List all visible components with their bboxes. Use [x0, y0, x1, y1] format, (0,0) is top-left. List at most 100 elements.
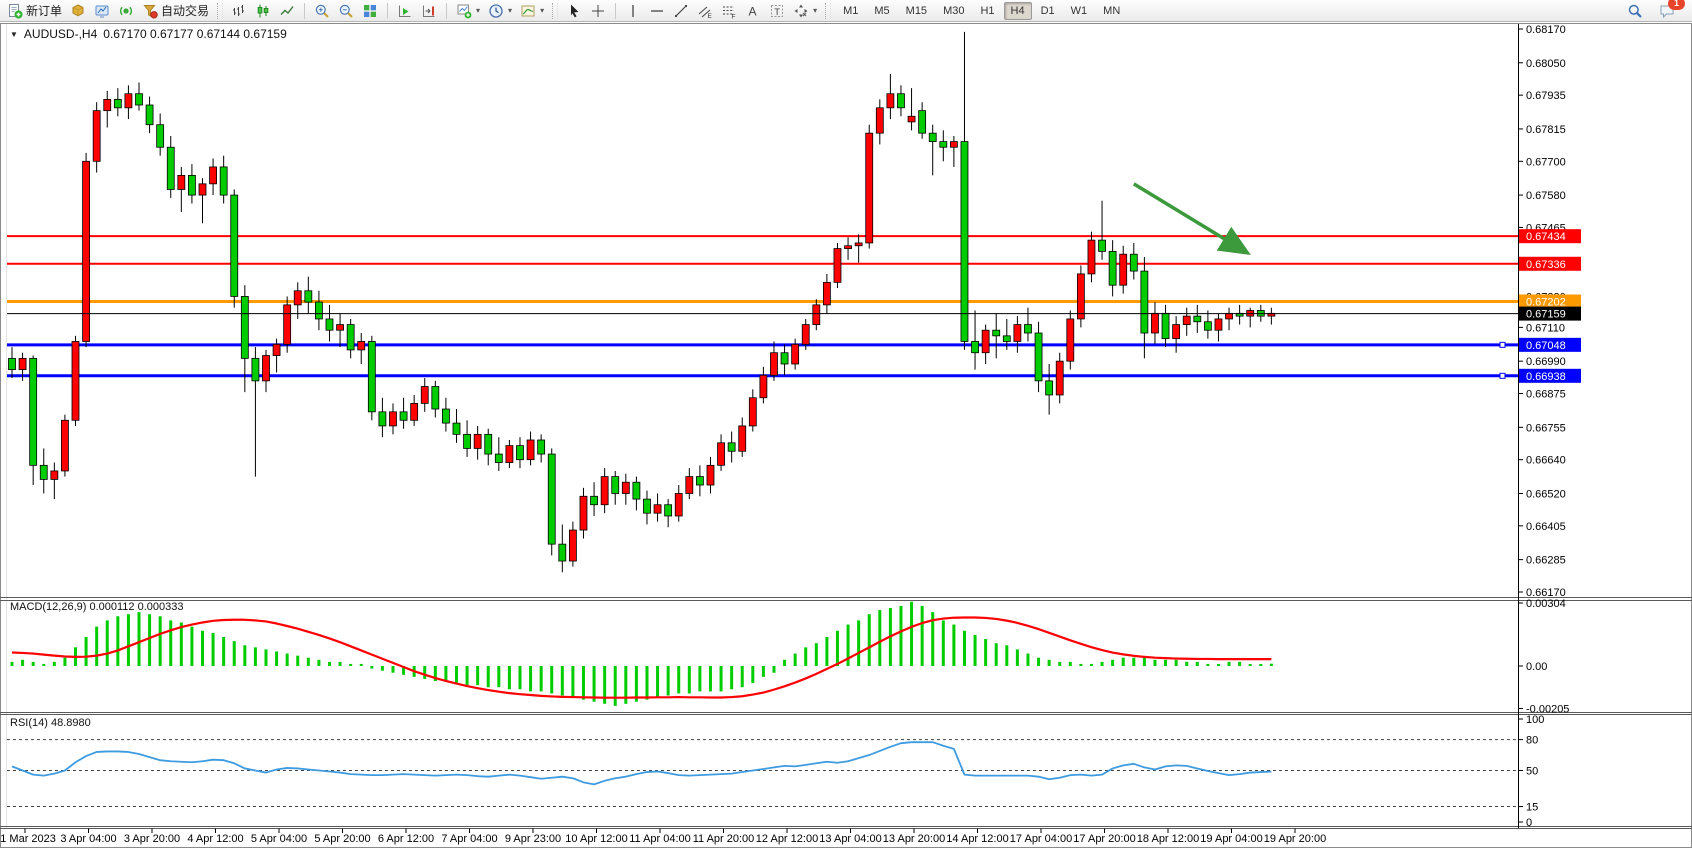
candle [1076, 273, 1085, 320]
chart-title[interactable]: ▼ AUDUSD-,H4 0.67170 0.67177 0.67144 0.6… [10, 27, 287, 41]
candle [822, 281, 831, 306]
fibonacci-button[interactable] [718, 2, 740, 20]
candle [283, 304, 292, 345]
candle [643, 498, 651, 514]
candle [82, 160, 90, 342]
candle [463, 433, 471, 449]
timeframe-h1-button[interactable]: H1 [980, 4, 995, 17]
new-chart-button[interactable]: ▾ [453, 2, 483, 20]
timeframe-m30-button[interactable]: M30 [943, 4, 965, 17]
auto-trading-label: 自动交易 [161, 4, 210, 18]
candle [1182, 315, 1191, 325]
candle [547, 453, 556, 545]
chevron-down-icon: ▾ [540, 6, 545, 15]
chart-shift-button[interactable] [418, 2, 440, 20]
search-button[interactable] [1624, 2, 1646, 20]
search-icon [1627, 3, 1643, 19]
zoom-in-button[interactable] [311, 2, 333, 20]
text-icon [745, 3, 761, 19]
auto-scroll-button[interactable] [394, 2, 416, 20]
period-button[interactable]: ▾ [485, 2, 515, 20]
candle [420, 386, 429, 404]
timeframe-m15-button[interactable]: M15 [905, 4, 928, 17]
candle [272, 343, 281, 356]
tile-windows-button[interactable] [359, 2, 381, 20]
candle [664, 504, 673, 517]
candle [780, 352, 789, 365]
signal-button[interactable] [115, 2, 137, 20]
chart-window-button[interactable] [91, 2, 113, 20]
toolbar-separator [552, 2, 559, 19]
trend-arrow-annotation[interactable] [1132, 182, 1251, 256]
svg-text:100: 100 [1526, 714, 1544, 726]
crosshair-button[interactable] [587, 2, 609, 20]
signal-icon [118, 3, 134, 19]
timeframe-m5-button[interactable]: M5 [874, 4, 890, 17]
candle [738, 425, 747, 452]
profiles-button[interactable]: ▾ [517, 2, 547, 20]
timeframe-d1-button[interactable]: D1 [1040, 4, 1055, 17]
candle [1129, 253, 1138, 272]
auto-trading-funnel-icon [142, 3, 158, 19]
current-price-line: 0.67159 [7, 306, 1581, 321]
fibonacci-icon [721, 3, 737, 19]
macd-signal-line [11, 616, 1272, 699]
svg-text:12 Apr 12:00: 12 Apr 12:00 [756, 833, 818, 845]
candle [897, 93, 905, 109]
new-order-button[interactable]: 新订单 [4, 2, 65, 20]
chart-shift-icon [421, 3, 437, 19]
macd-pane[interactable]: 0.00304 0.00 -0.00205 [10, 598, 1569, 715]
arrows-button[interactable]: ▾ [790, 2, 820, 20]
candle [653, 504, 662, 514]
candle [727, 442, 736, 452]
candle [113, 98, 122, 109]
line-chart-button[interactable] [276, 2, 298, 20]
text-button[interactable] [742, 2, 764, 20]
candle [124, 93, 133, 109]
cursor-button[interactable] [563, 2, 585, 20]
zoom-out-button[interactable] [335, 2, 357, 20]
svg-text:0.67434: 0.67434 [1526, 231, 1566, 243]
toolbar-separator [446, 2, 448, 19]
candle [198, 183, 207, 196]
candle [600, 476, 609, 506]
svg-text:0.66875: 0.66875 [1526, 389, 1566, 401]
candle [29, 357, 38, 466]
new-order-label: 新订单 [26, 4, 63, 18]
candle [410, 402, 419, 421]
auto-scroll-icon [397, 3, 413, 19]
svg-text:10 Apr 12:00: 10 Apr 12:00 [565, 833, 627, 845]
candle [177, 174, 186, 190]
candle [473, 433, 482, 449]
horizontal-line-button[interactable] [646, 2, 668, 20]
auto-trading-button[interactable]: 自动交易 [139, 2, 212, 20]
candle [1108, 250, 1117, 286]
vertical-line-button[interactable] [622, 2, 644, 20]
chat-button[interactable]: 1 [1656, 0, 1685, 20]
candle [18, 357, 27, 371]
support-resistance-lines[interactable]: 0.67434 0.67336 0.67202 0.67048 0.66938 [7, 229, 1581, 383]
equidistant-channel-button[interactable] [694, 2, 716, 20]
candlestick-chart-button[interactable] [252, 2, 274, 20]
bar-chart-button[interactable] [228, 2, 250, 20]
timeframe-h4-button[interactable]: H4 [1003, 1, 1032, 20]
trendline-button[interactable] [670, 2, 692, 20]
chevron-down-icon: ▾ [813, 6, 818, 15]
candles-layer[interactable] [8, 31, 1276, 573]
timeframe-mn-button[interactable]: MN [1103, 4, 1121, 17]
line-chart-icon [279, 3, 295, 19]
timeframe-w1-button[interactable]: W1 [1070, 4, 1088, 17]
chart-quote-line: 0.67170 0.67177 0.67144 0.67159 [103, 27, 287, 41]
time-axis[interactable]: 31 Mar 2023 3 Apr 04:00 3 Apr 20:00 4 Apr 1… [0, 828, 1326, 846]
quotes-cube-button[interactable] [67, 2, 89, 20]
rsi-pane[interactable]: 100 80 50 15 0 [7, 714, 1544, 829]
svg-text:13 Apr 20:00: 13 Apr 20:00 [883, 833, 945, 845]
candle [219, 166, 228, 196]
bar-chart-icon [231, 3, 247, 19]
candle [251, 357, 260, 382]
timeframe-m1-button[interactable]: M1 [843, 4, 859, 17]
text-label-button[interactable] [766, 2, 788, 20]
svg-text:0.67815: 0.67815 [1526, 124, 1566, 136]
svg-text:19 Apr 20:00: 19 Apr 20:00 [1264, 833, 1326, 845]
